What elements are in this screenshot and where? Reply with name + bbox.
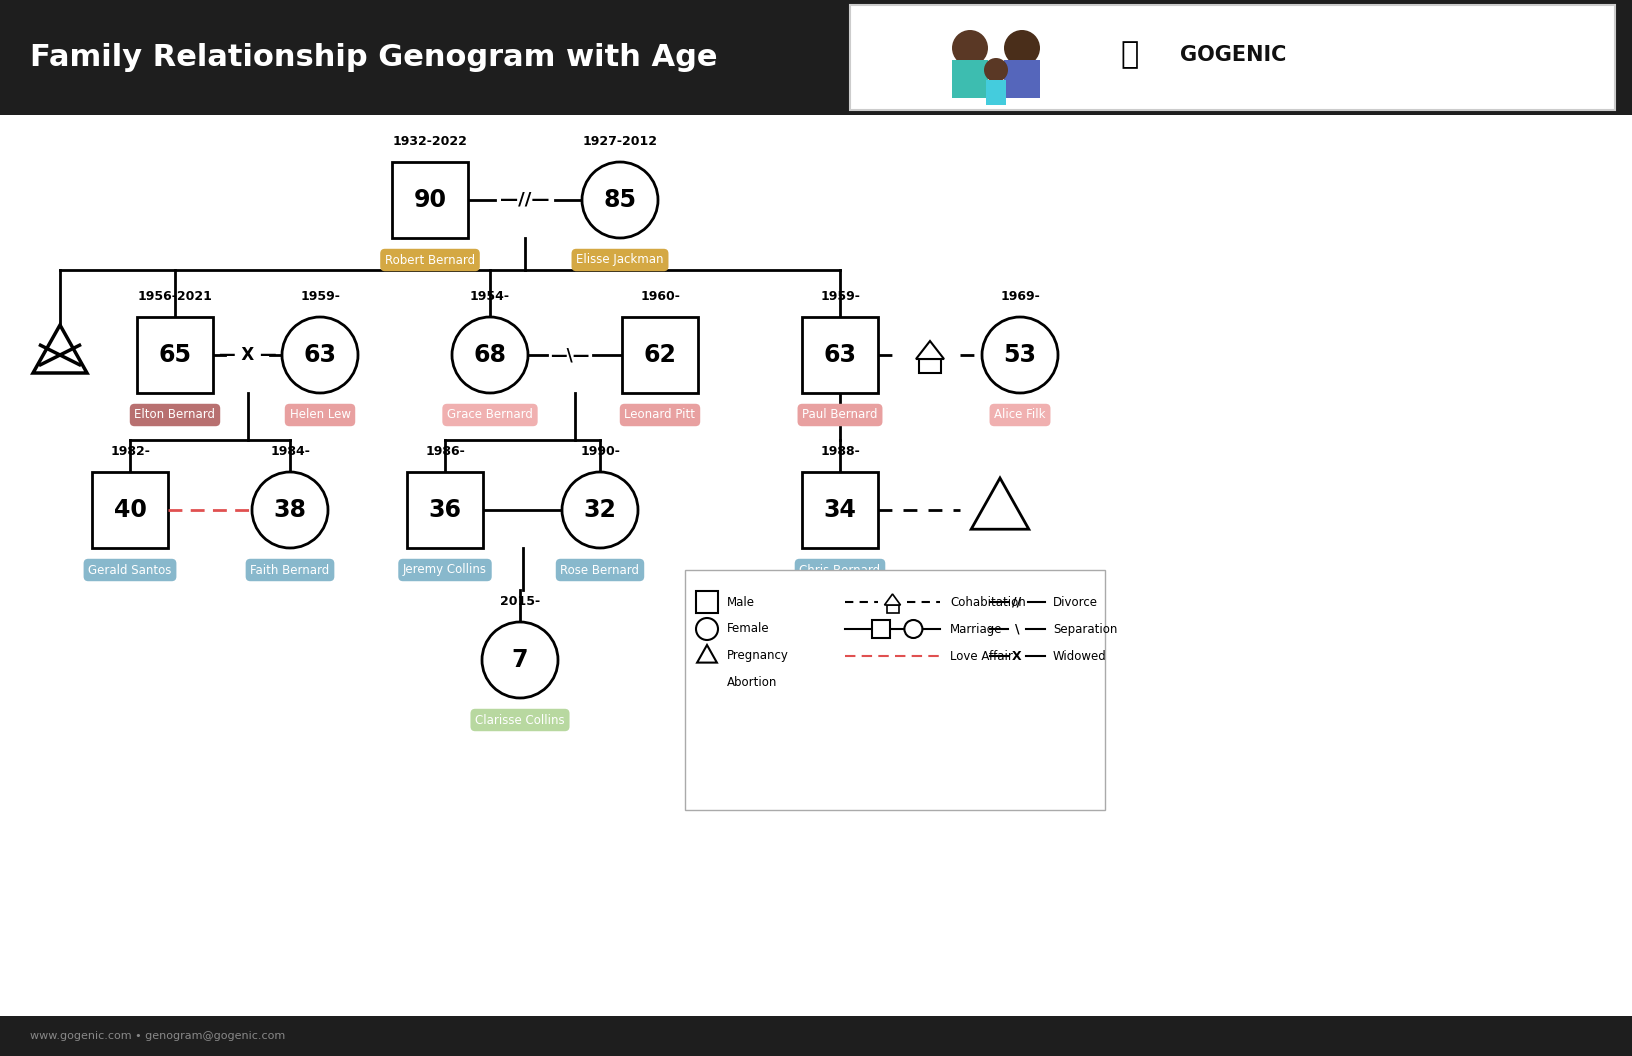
- Text: 1960-: 1960-: [640, 290, 681, 303]
- Circle shape: [1004, 30, 1040, 65]
- Text: Faith Bernard: Faith Bernard: [250, 564, 330, 577]
- Text: 40: 40: [114, 498, 147, 522]
- Bar: [886, 605, 899, 612]
- Text: Family Relationship Genogram with Age: Family Relationship Genogram with Age: [29, 43, 718, 73]
- Polygon shape: [33, 325, 86, 373]
- Circle shape: [984, 58, 1009, 82]
- Bar: [0, 1016, 1632, 1056]
- Bar: [1004, 60, 1040, 98]
- Text: 90: 90: [413, 188, 447, 212]
- Text: Leonard Pitt: Leonard Pitt: [625, 409, 695, 421]
- Polygon shape: [916, 341, 943, 359]
- Circle shape: [583, 162, 658, 238]
- Bar: [392, 162, 468, 238]
- Text: GOGENIC: GOGENIC: [1180, 45, 1286, 65]
- Text: 1986-: 1986-: [424, 445, 465, 458]
- Bar: [986, 80, 1005, 105]
- Text: Female: Female: [726, 622, 770, 636]
- Circle shape: [481, 622, 558, 698]
- Text: Elton Bernard: Elton Bernard: [134, 409, 215, 421]
- Text: Love Affair: Love Affair: [950, 649, 1013, 662]
- Text: Chris Bernard: Chris Bernard: [800, 564, 881, 577]
- Text: Robert Bernard: Robert Bernard: [385, 253, 475, 266]
- Text: 1988-: 1988-: [821, 445, 860, 458]
- Circle shape: [282, 317, 357, 393]
- Text: www.gogenic.com • genogram@gogenic.com: www.gogenic.com • genogram@gogenic.com: [29, 1031, 286, 1041]
- Bar: [137, 317, 214, 393]
- Text: 34: 34: [824, 498, 857, 522]
- Bar: [850, 5, 1616, 110]
- Text: 1927-2012: 1927-2012: [583, 135, 658, 148]
- Polygon shape: [971, 478, 1028, 529]
- Bar: [695, 591, 718, 612]
- Text: Abortion: Abortion: [726, 677, 777, 690]
- Text: Paul Bernard: Paul Bernard: [803, 409, 878, 421]
- Bar: [685, 570, 1105, 810]
- Bar: [951, 60, 987, 98]
- Bar: [801, 472, 878, 548]
- Bar: [801, 317, 878, 393]
- Polygon shape: [697, 645, 716, 662]
- Text: 32: 32: [584, 498, 617, 522]
- Text: Divorce: Divorce: [1053, 596, 1098, 608]
- Text: 1969-: 1969-: [1000, 290, 1040, 303]
- Text: 68: 68: [473, 343, 506, 367]
- Text: 7: 7: [512, 648, 529, 672]
- Circle shape: [982, 317, 1058, 393]
- Text: 1990-: 1990-: [579, 445, 620, 458]
- Circle shape: [251, 472, 328, 548]
- Text: Widowed: Widowed: [1053, 649, 1106, 662]
- Text: 1932-2022: 1932-2022: [393, 135, 467, 148]
- Text: Separation: Separation: [1053, 622, 1118, 636]
- Text: 63: 63: [304, 343, 336, 367]
- Bar: [406, 472, 483, 548]
- Text: — X —: — X —: [219, 346, 277, 364]
- Text: 1959-: 1959-: [819, 290, 860, 303]
- Circle shape: [561, 472, 638, 548]
- Text: 62: 62: [643, 343, 676, 367]
- Text: Elisse Jackman: Elisse Jackman: [576, 253, 664, 266]
- Text: —//—: —//—: [501, 191, 550, 209]
- Text: 85: 85: [604, 188, 636, 212]
- Bar: [622, 317, 698, 393]
- Text: Clarisse Collins: Clarisse Collins: [475, 714, 565, 727]
- Text: Cohabitation: Cohabitation: [950, 596, 1027, 608]
- Text: 36: 36: [429, 498, 462, 522]
- Circle shape: [452, 317, 529, 393]
- Text: Gerald Santos: Gerald Santos: [88, 564, 171, 577]
- Text: ⧖: ⧖: [1121, 40, 1139, 70]
- Text: 1959-: 1959-: [300, 290, 339, 303]
- Text: 1954-: 1954-: [470, 290, 509, 303]
- Text: Pregnancy: Pregnancy: [726, 649, 788, 662]
- Bar: [91, 472, 168, 548]
- Text: Rose Bernard: Rose Bernard: [560, 564, 640, 577]
- Text: Grace Bernard: Grace Bernard: [447, 409, 534, 421]
- Text: Male: Male: [726, 596, 756, 608]
- Circle shape: [695, 618, 718, 640]
- Text: 1982-: 1982-: [109, 445, 150, 458]
- Bar: [871, 620, 889, 638]
- Text: —\—: —\—: [550, 347, 589, 365]
- Text: 2015-: 2015-: [499, 595, 540, 608]
- Text: 65: 65: [158, 343, 191, 367]
- Text: Jeremy Collins: Jeremy Collins: [403, 564, 486, 577]
- Text: \: \: [1015, 622, 1020, 636]
- Text: Helen Lew: Helen Lew: [289, 409, 351, 421]
- Polygon shape: [697, 672, 716, 690]
- Text: X: X: [1012, 649, 1022, 662]
- Text: Alice Filk: Alice Filk: [994, 409, 1046, 421]
- Text: 53: 53: [1004, 343, 1036, 367]
- Text: 63: 63: [824, 343, 857, 367]
- Text: 1984-: 1984-: [269, 445, 310, 458]
- Text: 38: 38: [274, 498, 307, 522]
- Bar: [0, 0, 1632, 115]
- Bar: [919, 359, 942, 373]
- Text: //: //: [1012, 596, 1022, 608]
- Circle shape: [951, 30, 987, 65]
- Text: Marriage: Marriage: [950, 622, 1002, 636]
- Text: 1956-2021: 1956-2021: [137, 290, 212, 303]
- Circle shape: [904, 620, 922, 638]
- Polygon shape: [885, 593, 901, 605]
